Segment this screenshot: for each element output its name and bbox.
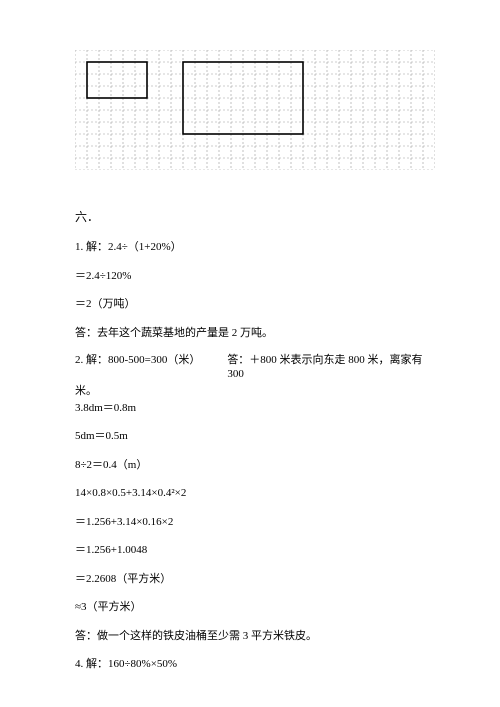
solution-lines-2: 米。 3.8dm＝0.8m 5dm＝0.5m 8÷2＝0.4（m） 14×0.8×0.5… [75, 384, 440, 673]
text-line: 4. 解：160÷80%×50% [75, 656, 440, 673]
text-line: 答：做一个这样的铁皮油桶至少需 3 平方米铁皮。 [75, 628, 440, 645]
text-line: ＝1.256+3.14×0.16×2 [75, 514, 440, 531]
text-line: ≈3（平方米） [75, 599, 440, 616]
solution-row-2: 2. 解：800-500=300（米） 答：＋800 米表示向东走 800 米，… [75, 353, 440, 382]
text-line: ＝1.256+1.0048 [75, 542, 440, 559]
text-line: ＝2（万吨） [75, 296, 440, 313]
text-line: ＝2.2608（平方米） [75, 571, 440, 588]
text-line: ＝2.4÷120% [75, 268, 440, 285]
page: 六． 1. 解：2.4÷（1+20%） ＝2.4÷120% ＝2（万吨） 答：去年这个… [0, 0, 500, 705]
section-title: 六． [75, 208, 440, 225]
text-line: 5dm＝0.5m [75, 428, 440, 445]
solution-lines-1: 1. 解：2.4÷（1+20%） ＝2.4÷120% ＝2（万吨） 答：去年这个蔬菜基… [75, 239, 440, 341]
row2-right: 答：＋800 米表示向东走 800 米，离家有 300 [227, 353, 440, 382]
text-line: 14×0.8×0.5+3.14×0.4²×2 [75, 485, 440, 502]
text-line: 8÷2＝0.4（m） [75, 457, 440, 474]
grid-svg [75, 50, 435, 170]
row2-left: 2. 解：800-500=300（米） [75, 353, 199, 382]
text-line: 3.8dm＝0.8m [75, 400, 440, 417]
text-line: 答：去年这个蔬菜基地的产量是 2 万吨。 [75, 325, 440, 342]
text-line: 1. 解：2.4÷（1+20%） [75, 239, 440, 256]
text-line: 米。 [75, 384, 440, 398]
grid-diagram [75, 50, 435, 168]
